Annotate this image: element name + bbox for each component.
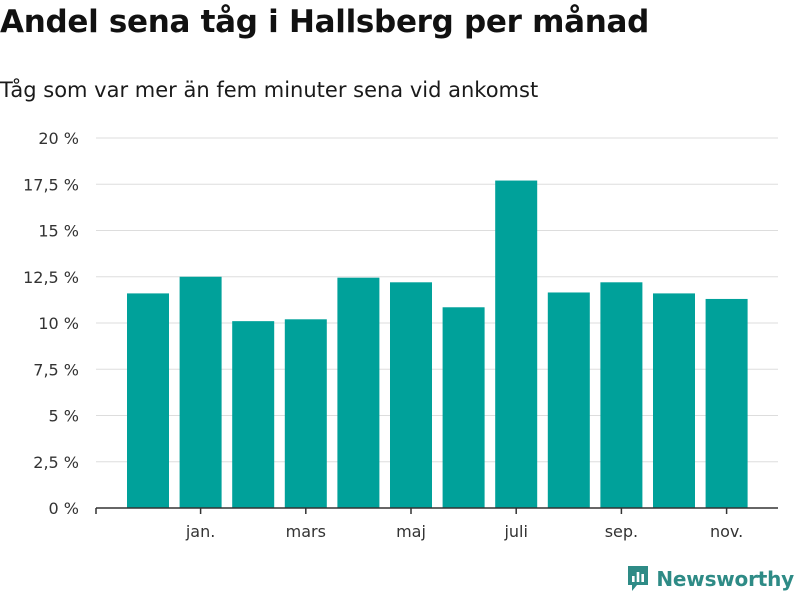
bar <box>179 276 222 508</box>
newsworthy-logo-icon <box>628 566 649 591</box>
x-tick-label: jan. <box>185 522 215 541</box>
x-tick-label: maj <box>396 522 426 541</box>
y-tick-label: 7,5 % <box>33 360 79 379</box>
x-tick-label: nov. <box>710 522 743 541</box>
bars <box>127 180 748 509</box>
bar <box>442 307 485 508</box>
bar <box>390 282 432 508</box>
bar <box>127 293 169 508</box>
bar <box>495 180 538 509</box>
brand-logo: Newsworthy <box>626 564 794 594</box>
x-tick-labels: jan. mars maj juli sep. nov. <box>185 522 743 541</box>
bar <box>547 292 590 508</box>
bar <box>705 298 748 508</box>
y-tick-labels: 0 % 2,5 % 5 % 7,5 % 10 % 12,5 % 15 % 17,5 % 20 % <box>23 129 79 518</box>
bar <box>653 293 695 508</box>
bar <box>600 282 643 508</box>
y-tick-label: 0 % <box>49 499 79 518</box>
y-tick-label: 20 % <box>38 129 79 148</box>
x-tick-label: sep. <box>605 522 638 541</box>
bar <box>337 277 380 508</box>
bar <box>284 319 327 508</box>
chart-title: Andel sena tåg i Hallsberg per månad <box>0 4 650 40</box>
y-tick-label: 5 % <box>49 407 79 426</box>
y-tick-label: 15 % <box>38 222 79 241</box>
x-tick-label: juli <box>503 522 527 541</box>
bar <box>232 321 275 508</box>
y-tick-label: 2,5 % <box>33 453 79 472</box>
y-tick-label: 17,5 % <box>23 175 79 194</box>
y-tick-label: 10 % <box>38 314 79 333</box>
chart-subtitle: Tåg som var mer än fem minuter sena vid … <box>0 78 539 102</box>
y-tick-label: 12,5 % <box>23 268 79 287</box>
x-axis <box>95 507 778 514</box>
x-tick-label: mars <box>286 522 326 541</box>
brand-name: Newsworthy <box>656 567 794 591</box>
